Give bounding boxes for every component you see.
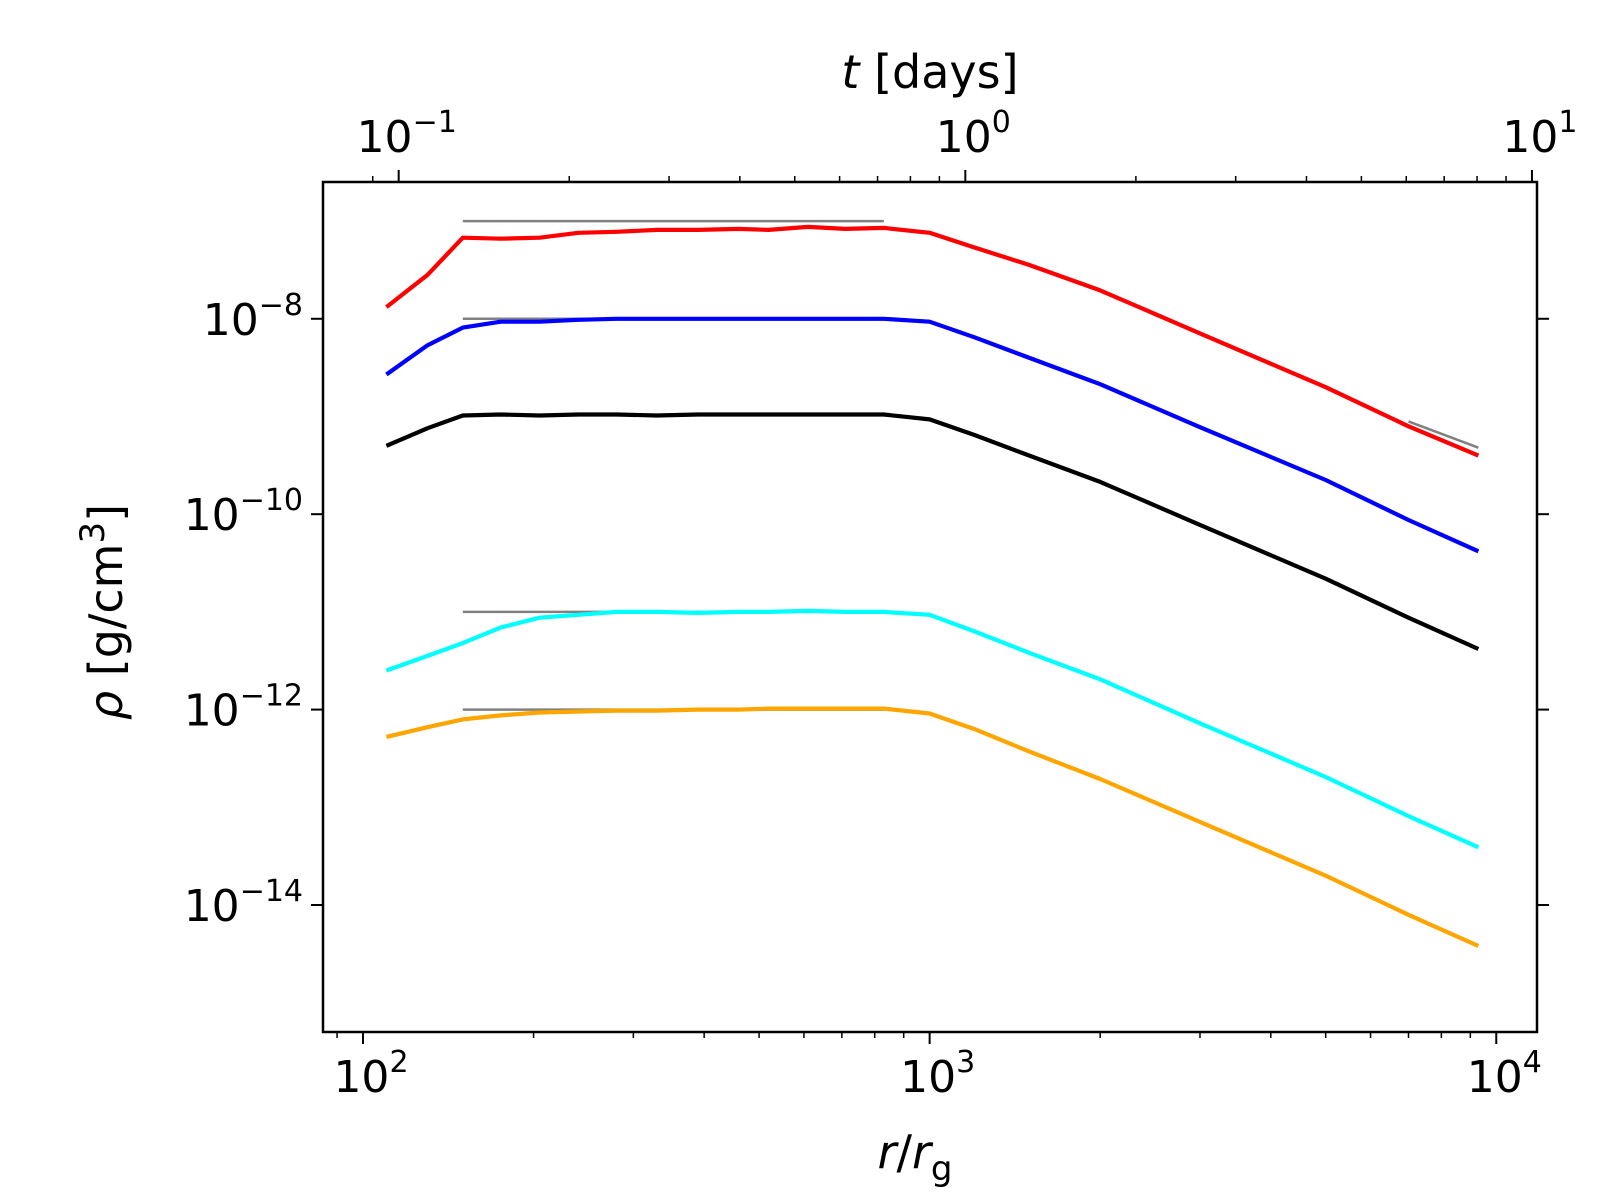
reference-line-ref-red-tail bbox=[1408, 420, 1479, 449]
y-tick-label: 10−8 bbox=[203, 288, 303, 346]
series-line-black bbox=[385, 412, 1480, 651]
series-line-cyan bbox=[385, 608, 1480, 850]
y-tick-label: 10−12 bbox=[184, 679, 303, 737]
top-tick-label: 10−1 bbox=[357, 105, 457, 163]
top-tick-label: 101 bbox=[1502, 105, 1577, 163]
series-line-blue bbox=[385, 316, 1480, 554]
series-line-red bbox=[385, 224, 1480, 458]
axis-ticks: 102 103 104 10−1 100 101 10−8 10−10 10−12 10−14 bbox=[184, 105, 1578, 1103]
y-tick-label: 10−14 bbox=[184, 874, 303, 932]
series-line-orange bbox=[385, 706, 1480, 948]
x-axis-label: r/rg bbox=[878, 1125, 953, 1189]
data-series bbox=[385, 224, 1480, 948]
y-axis-label: ρ [g/cm3] bbox=[73, 504, 133, 720]
plot-frame bbox=[321, 180, 1539, 1034]
y-tick-label: 10−10 bbox=[184, 483, 303, 541]
top-axis-label: t [days] bbox=[841, 45, 1018, 99]
x-tick-label: 103 bbox=[900, 1045, 975, 1103]
top-tick-label: 100 bbox=[936, 105, 1011, 163]
x-tick-label: 104 bbox=[1467, 1045, 1542, 1103]
x-tick-label: 102 bbox=[333, 1045, 408, 1103]
